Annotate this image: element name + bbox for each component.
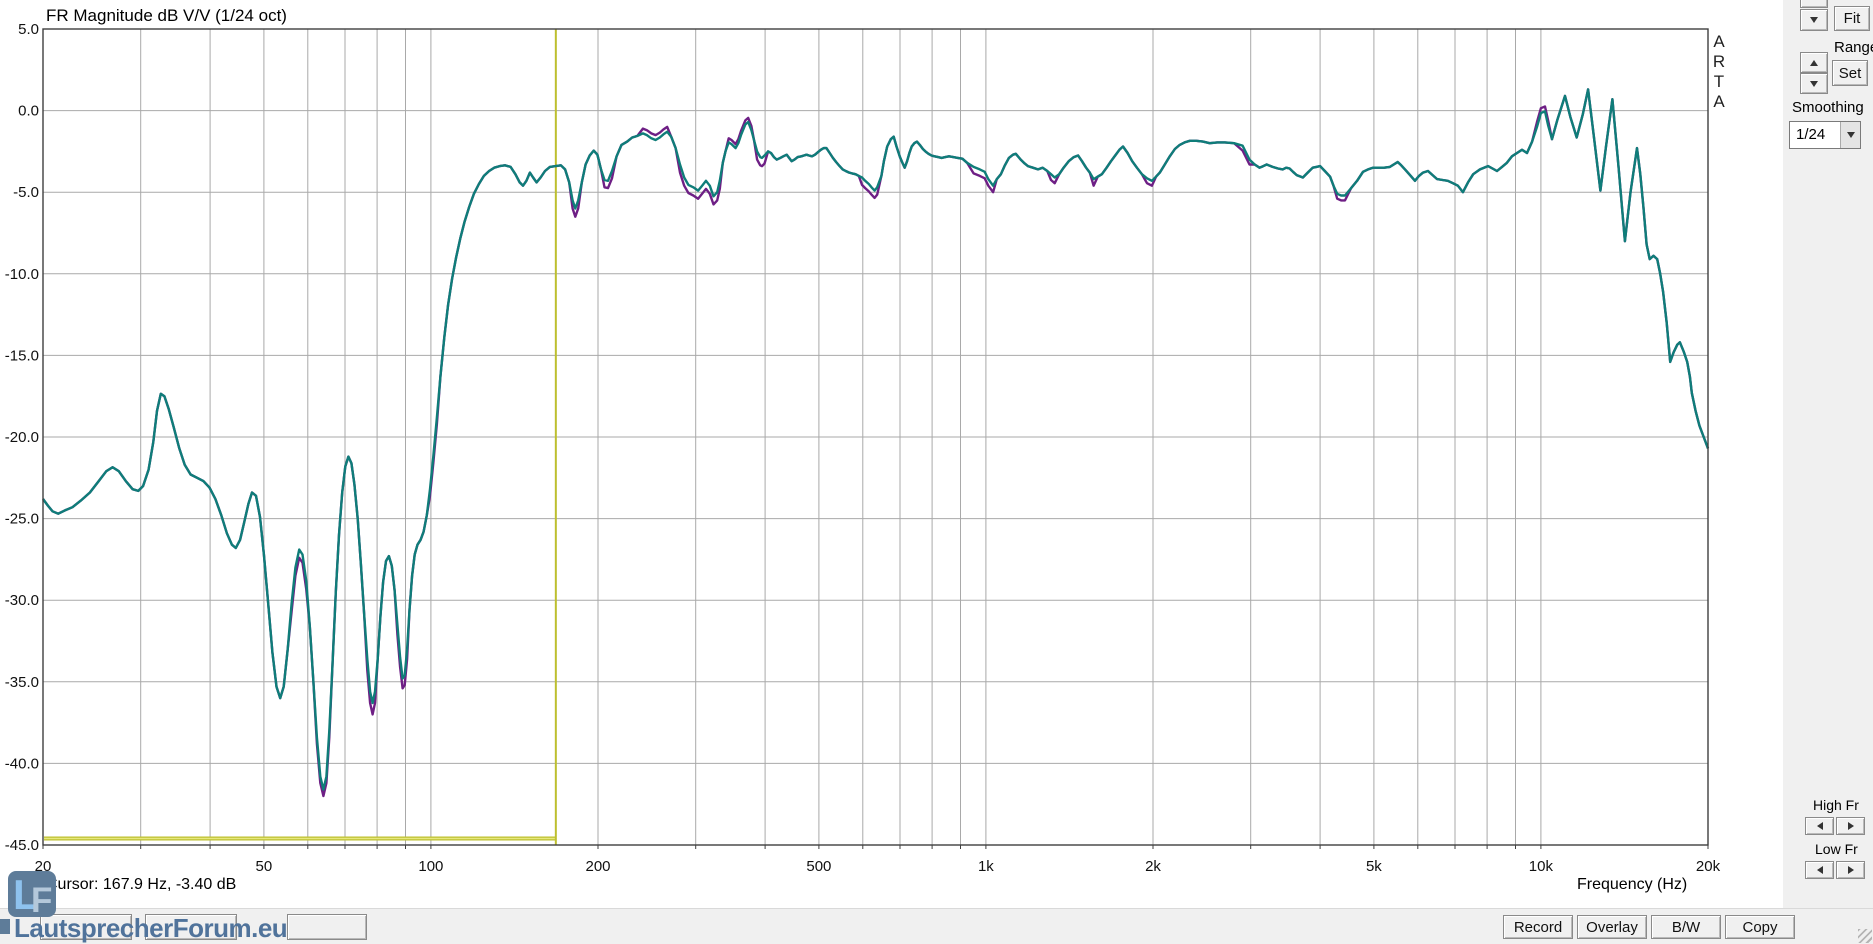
range-label: Range (1834, 39, 1873, 56)
right-arrow-icon (1847, 866, 1854, 874)
plot-title: FR Magnitude dB V/V (1/24 oct) (46, 6, 287, 25)
down-arrow-icon (1810, 80, 1818, 87)
smoothing-value: 1/24 (1796, 126, 1826, 143)
lf-logo: L F (8, 871, 56, 920)
arta-letter: A (1713, 32, 1725, 51)
arta-letter: T (1713, 72, 1725, 91)
left-arrow-icon (1816, 822, 1823, 830)
arta-vertical-label: A R T A (1711, 32, 1727, 112)
x-tick-label: 20 (35, 858, 52, 875)
side-panel (1783, 0, 1873, 944)
range-down-button[interactable] (1800, 73, 1828, 94)
x-axis-title: Frequency (Hz) (1577, 876, 1688, 893)
y-tick-label: -20.0 (5, 429, 39, 446)
fr-curve (42, 88, 1710, 791)
plot-client-area: FR Magnitude dB V/V (1/24 oct) 5.0 0.0 -5.… (0, 0, 1783, 908)
overlay-button[interactable]: Overlay (1577, 915, 1647, 939)
mag-down-button[interactable] (1800, 9, 1828, 31)
left-arrow-icon (1816, 866, 1823, 874)
y-tick-label: -25.0 (5, 511, 39, 528)
low-fr-label: Low Fr (1815, 841, 1858, 857)
x-tick-label: 50 (256, 858, 273, 875)
watermark-text: LautsprecherForum.eu (14, 913, 288, 943)
resize-grip-icon[interactable] (1858, 929, 1872, 943)
x-tick-label: 500 (806, 858, 831, 875)
y-tick-label: -45.0 (5, 837, 39, 854)
record-button[interactable]: Record (1503, 915, 1573, 939)
down-arrow-icon (1846, 132, 1855, 138)
y-tick-label: -35.0 (5, 674, 39, 691)
combo-drop-button[interactable] (1840, 122, 1860, 148)
y-tick-label: -15.0 (5, 347, 39, 364)
status-bar: Record Overlay B/W Copy (0, 908, 1873, 944)
up-arrow-icon (1810, 59, 1818, 66)
y-tick-label: 5.0 (18, 21, 39, 38)
overlay-curve (42, 88, 1710, 798)
logo-letter-l: L (13, 871, 39, 918)
graph-toolbar-button-1[interactable] (40, 914, 132, 940)
arta-letter: R (1712, 52, 1726, 71)
y-tick-label: -5.0 (13, 184, 39, 201)
x-tick-label: 5k (1366, 858, 1382, 875)
x-tick-label: 20k (1696, 858, 1721, 875)
high-fr-right-button[interactable] (1836, 817, 1865, 835)
x-tick-label: 1k (978, 858, 994, 875)
plot-frame (42, 28, 1709, 846)
set-button[interactable]: Set (1832, 60, 1868, 86)
arta-letter: A (1713, 92, 1725, 111)
x-tick-label: 2k (1145, 858, 1161, 875)
watermark-fragment (0, 919, 10, 934)
range-up-button[interactable] (1800, 52, 1828, 73)
graph-toolbar-button-2[interactable] (145, 914, 237, 940)
logo-letter-f: F (31, 881, 53, 920)
low-fr-left-button[interactable] (1805, 861, 1834, 879)
high-fr-label: High Fr (1813, 797, 1859, 813)
x-tick-label: 10k (1529, 858, 1554, 875)
down-arrow-icon (1810, 17, 1818, 23)
x-tick-label: 200 (585, 858, 610, 875)
copy-button[interactable]: Copy (1725, 915, 1795, 939)
mag-up-button[interactable] (1800, 0, 1828, 8)
y-tick-label: -30.0 (5, 592, 39, 609)
low-fr-right-button[interactable] (1836, 861, 1865, 879)
x-tick-label: 100 (418, 858, 443, 875)
y-tick-label: -10.0 (5, 266, 39, 283)
fit-button[interactable]: Fit (1834, 6, 1870, 31)
right-arrow-icon (1847, 822, 1854, 830)
bw-button[interactable]: B/W (1651, 915, 1721, 939)
y-tick-label: -40.0 (5, 755, 39, 772)
fr-plot[interactable]: 5.0 0.0 -5.0 -10.0 -15.0 -20.0 -25.0 -30.0 -35.0… (0, 0, 1783, 908)
smoothing-combo[interactable]: 1/24 (1789, 121, 1861, 149)
graph-toolbar-button-3[interactable] (287, 914, 367, 940)
cursor-readout: Cursor: 167.9 Hz, -3.40 dB (46, 876, 237, 893)
y-tick-label: 0.0 (18, 103, 39, 120)
high-fr-left-button[interactable] (1805, 817, 1834, 835)
smoothing-label: Smoothing (1792, 99, 1864, 116)
